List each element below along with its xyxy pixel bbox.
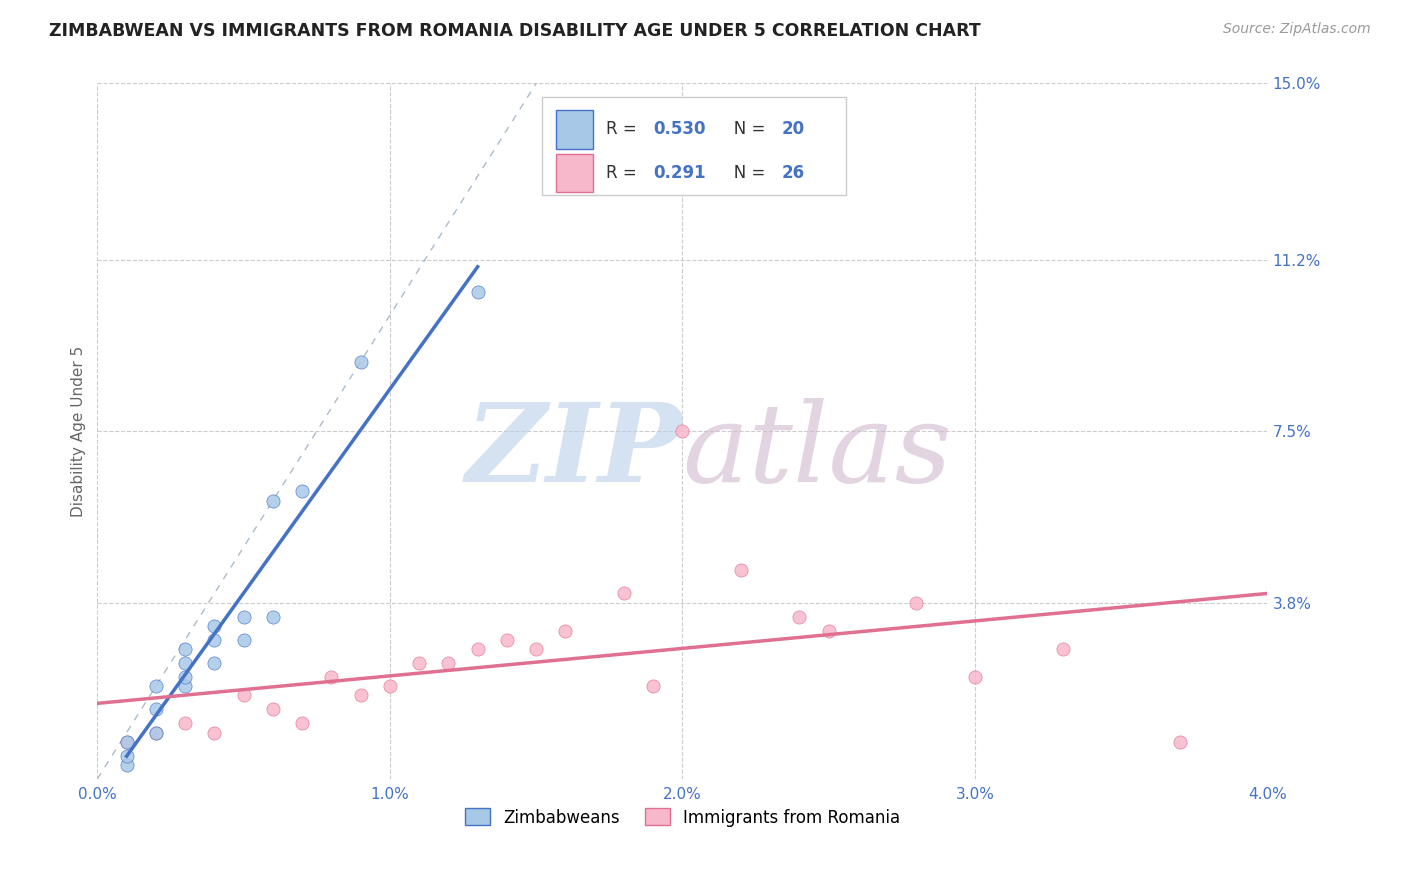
Point [202, 656, 225, 670]
Text: R =: R = [606, 164, 643, 182]
Point [349, 689, 371, 703]
Point [174, 679, 197, 693]
Point [115, 758, 138, 772]
Text: N =: N = [717, 120, 770, 138]
Point [232, 689, 254, 703]
Point [232, 609, 254, 624]
Point [1168, 735, 1191, 749]
Point [408, 656, 430, 670]
Text: 0.530: 0.530 [654, 120, 706, 138]
FancyBboxPatch shape [555, 154, 593, 193]
Legend: Zimbabweans, Immigrants from Romania: Zimbabweans, Immigrants from Romania [458, 802, 907, 833]
Point [262, 609, 284, 624]
Point [643, 679, 665, 693]
Text: ZIMBABWEAN VS IMMIGRANTS FROM ROMANIA DISABILITY AGE UNDER 5 CORRELATION CHART: ZIMBABWEAN VS IMMIGRANTS FROM ROMANIA DI… [49, 22, 981, 40]
Point [232, 632, 254, 647]
Point [730, 563, 752, 577]
Point [496, 632, 519, 647]
Text: ZIP: ZIP [465, 399, 682, 506]
Point [437, 656, 460, 670]
Text: atlas: atlas [682, 399, 952, 506]
Point [115, 748, 138, 763]
Point [115, 735, 138, 749]
FancyBboxPatch shape [541, 97, 846, 194]
Point [174, 656, 197, 670]
Point [145, 725, 167, 739]
Point [613, 586, 636, 600]
Point [262, 493, 284, 508]
Point [291, 484, 314, 499]
Point [671, 424, 693, 438]
Point [789, 609, 811, 624]
FancyBboxPatch shape [555, 111, 593, 149]
Point [145, 725, 167, 739]
Point [115, 735, 138, 749]
Point [202, 619, 225, 633]
Point [291, 716, 314, 731]
Point [905, 596, 928, 610]
Point [145, 679, 167, 693]
Point [378, 679, 401, 693]
Y-axis label: Disability Age Under 5: Disability Age Under 5 [72, 345, 86, 516]
Point [262, 702, 284, 716]
Point [174, 670, 197, 684]
Point [145, 702, 167, 716]
Point [174, 642, 197, 657]
Text: 0.291: 0.291 [654, 164, 706, 182]
Point [202, 725, 225, 739]
Text: N =: N = [717, 164, 770, 182]
Point [202, 632, 225, 647]
Point [467, 285, 489, 299]
Point [321, 670, 343, 684]
Point [817, 624, 839, 638]
Point [1052, 642, 1074, 657]
Point [467, 642, 489, 657]
Point [554, 624, 576, 638]
Point [524, 642, 547, 657]
Point [349, 354, 371, 368]
Text: Source: ZipAtlas.com: Source: ZipAtlas.com [1223, 22, 1371, 37]
Text: 20: 20 [782, 120, 806, 138]
Text: R =: R = [606, 120, 643, 138]
Point [174, 716, 197, 731]
Text: 26: 26 [782, 164, 806, 182]
Point [963, 670, 986, 684]
